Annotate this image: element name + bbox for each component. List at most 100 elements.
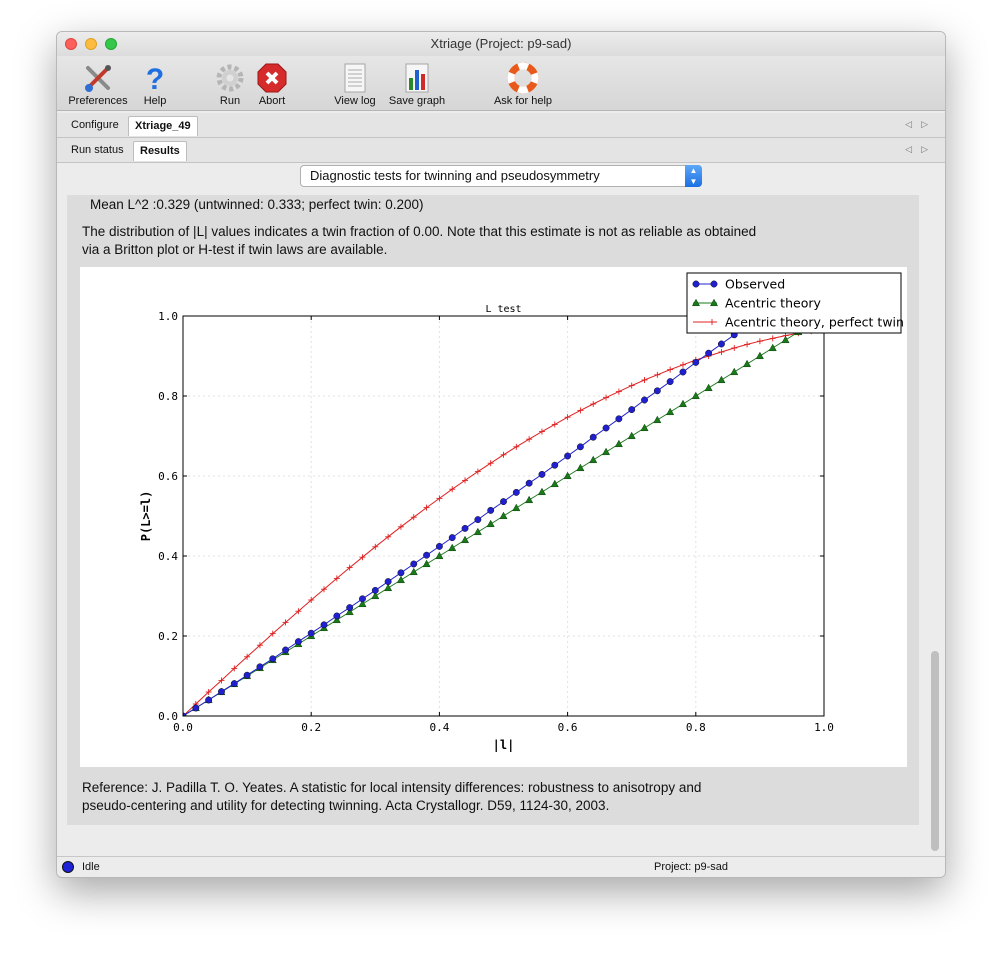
view-log-button[interactable]: View log <box>331 60 379 108</box>
data-point <box>461 524 469 532</box>
data-point <box>218 688 225 696</box>
reference-text-line1: Reference: J. Padilla T. O. Yeates. A st… <box>82 780 702 795</box>
data-point <box>537 487 546 496</box>
x-axis-label: |l| <box>493 738 515 752</box>
log-document-icon <box>344 63 366 93</box>
data-point <box>691 391 700 400</box>
tab-run-status[interactable]: Run status <box>71 144 124 156</box>
l-test-chart: 0.00.0 0.2 0.2 0.4 0.4 0.6 0.6 0.8 0.8 1.0 1.0 L te… <box>139 272 904 752</box>
data-point <box>615 415 623 423</box>
data-point <box>628 406 636 414</box>
data-point <box>384 578 392 586</box>
data-point <box>422 559 431 568</box>
data-point <box>704 383 713 392</box>
data-point <box>550 479 559 488</box>
tab-configure[interactable]: Configure <box>71 119 119 131</box>
y-axis-label: P(L>=l) <box>139 491 153 542</box>
data-point <box>397 569 405 577</box>
legend-box <box>686 272 902 334</box>
tab-results[interactable]: Results <box>133 141 187 161</box>
view-log-label: View log <box>334 95 376 107</box>
sub-tab-row: Run status Results ◁▷ <box>57 138 945 163</box>
distribution-text-line1: The distribution of |L| values indicates… <box>82 224 757 239</box>
help-button[interactable]: ? Help <box>137 60 173 108</box>
data-point <box>563 471 572 480</box>
data-point <box>666 407 675 416</box>
y-tick-label: 0.2 <box>158 630 178 643</box>
data-point <box>589 455 598 464</box>
app-window: Xtriage (Project: p9-sad) Preferences ? … <box>56 31 946 878</box>
data-point <box>294 638 302 646</box>
l-test-plot: 0.0 0.0 0.2 0.2 0.4 0.4 0.6 0.6 0.8 0.8 1.0 1.0 L te… <box>80 267 907 767</box>
data-point <box>768 343 777 352</box>
legend-marker <box>710 280 718 288</box>
plot-frame <box>182 315 825 717</box>
zoom-window-button[interactable] <box>105 38 117 50</box>
series-circle-group <box>183 316 815 716</box>
x-tick-label: 0.2 <box>301 721 321 734</box>
data-point <box>409 567 418 576</box>
data-point <box>371 586 379 594</box>
section-selector[interactable]: Diagnostic tests for twinning and pseudo… <box>300 165 702 187</box>
reference-text-line2: pseudo-centering and utility for detecti… <box>82 798 610 813</box>
series-line <box>183 323 812 716</box>
data-point <box>396 575 405 584</box>
preferences-button[interactable]: Preferences <box>62 60 134 108</box>
data-point <box>473 527 482 536</box>
legend-marker <box>709 298 719 307</box>
save-graph-button[interactable]: Save graph <box>385 60 449 108</box>
save-graph-label: Save graph <box>388 95 446 107</box>
series-line <box>183 316 812 716</box>
data-point <box>282 646 290 654</box>
abort-label: Abort <box>258 95 286 107</box>
y-tick-label: 0.8 <box>158 390 178 403</box>
abort-button[interactable]: Abort <box>253 60 291 108</box>
data-point <box>743 359 752 368</box>
scrollbar-thumb[interactable] <box>931 651 939 851</box>
stop-icon <box>257 63 287 93</box>
data-point <box>486 519 495 528</box>
y-tick-label: 1.0 <box>158 310 178 323</box>
data-point <box>333 612 341 620</box>
series-line <box>183 330 812 716</box>
data-point <box>448 534 456 542</box>
distribution-text-line2: via a Britton plot or H-test if twin law… <box>82 242 388 257</box>
minimize-window-button[interactable] <box>85 38 97 50</box>
run-button[interactable]: Run <box>212 60 248 108</box>
data-point <box>243 671 251 679</box>
vertical-scrollbar[interactable] <box>929 195 943 855</box>
preferences-label: Preferences <box>68 95 128 107</box>
data-point <box>614 439 623 448</box>
data-point <box>512 503 521 512</box>
data-point <box>410 560 418 568</box>
close-window-button[interactable] <box>65 38 77 50</box>
data-point <box>781 335 790 344</box>
ask-for-help-button[interactable]: Ask for help <box>487 60 559 108</box>
tab-xtriage-49[interactable]: Xtriage_49 <box>128 116 198 136</box>
data-point <box>730 367 739 376</box>
data-point <box>435 551 444 560</box>
series-plus-group <box>183 328 815 716</box>
data-point <box>307 629 315 637</box>
data-point <box>332 615 341 624</box>
legend-marker <box>692 280 700 288</box>
legend-marker <box>691 298 701 307</box>
y-tick-label: 0.4 <box>158 550 178 563</box>
x-tick-label: 0.8 <box>686 721 706 734</box>
top-tab-row: Configure Xtriage_49 ◁▷ <box>57 113 945 138</box>
data-point <box>692 358 700 366</box>
tab-scroll-arrows[interactable]: ◁▷ <box>905 119 937 129</box>
y-tick-label: 0.6 <box>158 470 178 483</box>
status-indicator-icon <box>62 861 74 873</box>
subtab-scroll-arrows[interactable]: ◁▷ <box>905 144 937 154</box>
data-point <box>384 583 393 592</box>
status-bar: Idle Project: p9-sad <box>57 856 945 877</box>
x-tick-label: 0.0 <box>173 721 193 734</box>
results-panel: Mean L^2 :0.329 (untwinned: 0.333; perfe… <box>67 195 919 825</box>
data-point <box>679 368 687 376</box>
data-point <box>269 655 277 663</box>
tools-icon <box>85 65 111 92</box>
data-point <box>345 607 354 616</box>
data-point <box>346 604 354 612</box>
chart-title: L test <box>485 304 521 315</box>
